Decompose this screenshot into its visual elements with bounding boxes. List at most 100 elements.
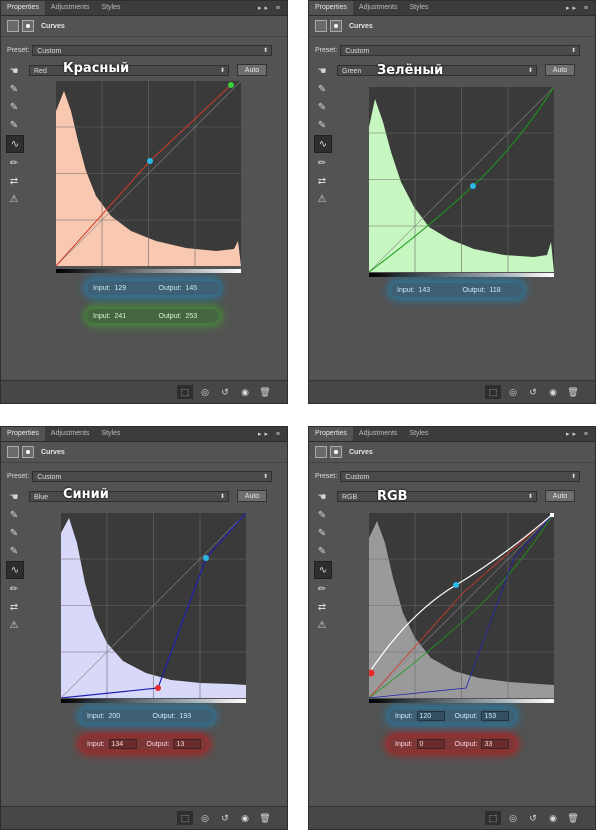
output-value[interactable]: 253 [185,312,198,320]
curve-point[interactable] [453,582,459,588]
tab-properties[interactable]: Properties [1,1,45,15]
gray-eyedropper-icon[interactable]: ✎ [317,101,327,113]
curve-point[interactable] [228,82,234,88]
reset-icon[interactable]: ↺ [529,387,537,397]
pencil-icon[interactable]: ✏ [9,157,19,169]
input-value[interactable]: 0 [416,739,445,749]
input-value[interactable]: 241 [114,312,127,320]
tab-adjustments[interactable]: Adjustments [358,430,398,437]
preset-select[interactable]: Custom ⬍ [340,44,581,56]
tab-properties[interactable]: Properties [1,427,45,441]
layer-mask-icon[interactable] [22,20,34,32]
white-eyedropper-icon[interactable]: ✎ [9,545,19,557]
curve-points-tool-icon[interactable]: ∿ [6,135,24,153]
smooth-icon[interactable]: ⇄ [317,175,327,187]
curve-point[interactable] [147,158,153,164]
channel-select[interactable]: Blue ⬍ [29,490,229,502]
auto-button[interactable]: Auto [237,64,267,76]
clipping-warning-icon[interactable]: ⚠ [317,193,327,205]
preset-select[interactable]: Custom ⬍ [32,470,273,482]
hand-target-icon[interactable]: ☚ [9,491,19,503]
preset-select[interactable]: Custom ⬍ [32,44,273,56]
output-value[interactable]: 33 [481,739,510,749]
tab-styles[interactable]: Styles [409,4,429,11]
curve-graph[interactable] [56,81,241,266]
tab-styles[interactable]: Styles [101,430,121,437]
black-eyedropper-icon[interactable]: ✎ [317,83,327,95]
output-value[interactable]: 118 [489,286,501,294]
auto-button[interactable]: Auto [545,64,575,76]
curve-point[interactable] [470,183,476,189]
visibility-icon[interactable]: ◉ [549,813,557,823]
tab-styles[interactable]: Styles [101,4,121,11]
view-previous-icon[interactable]: ◎ [201,387,209,397]
input-value[interactable]: 200 [108,712,121,720]
trash-icon[interactable]: 🗑 [259,387,271,397]
tab-adjustments[interactable]: Adjustments [358,4,398,11]
gray-eyedropper-icon[interactable]: ✎ [9,101,19,113]
panel-menu-icon[interactable]: ▸▸ ≡ [257,431,283,438]
tab-adjustments[interactable]: Adjustments [50,430,90,437]
trash-icon[interactable]: 🗑 [567,813,579,823]
hand-target-icon[interactable]: ☚ [317,65,327,77]
pencil-icon[interactable]: ✏ [317,157,327,169]
curve-points-tool-icon[interactable]: ∿ [6,561,24,579]
reset-icon[interactable]: ↺ [529,813,537,823]
pencil-icon[interactable]: ✏ [9,583,19,595]
tab-properties[interactable]: Properties [309,427,353,441]
smooth-icon[interactable]: ⇄ [9,175,19,187]
visibility-icon[interactable]: ◉ [549,387,557,397]
output-value[interactable]: 145 [185,284,198,292]
input-value[interactable]: 129 [114,284,127,292]
white-eyedropper-icon[interactable]: ✎ [317,545,327,557]
reset-icon[interactable]: ↺ [221,813,229,823]
white-eyedropper-icon[interactable]: ✎ [9,119,19,131]
auto-button[interactable]: Auto [237,490,267,502]
auto-button[interactable]: Auto [545,490,575,502]
input-value[interactable]: 120 [416,711,445,721]
clipping-warning-icon[interactable]: ⚠ [317,619,327,631]
curve-point[interactable] [155,685,161,691]
output-value[interactable]: 193 [179,712,192,720]
clipping-warning-icon[interactable]: ⚠ [9,193,19,205]
curve-graph[interactable] [61,513,246,698]
curve-points-tool-icon[interactable]: ∿ [314,135,332,153]
tab-styles[interactable]: Styles [409,430,429,437]
trash-icon[interactable]: 🗑 [259,813,271,823]
clip-to-layer-icon[interactable]: ⬚ [177,811,193,825]
gray-eyedropper-icon[interactable]: ✎ [317,527,327,539]
curve-point[interactable] [550,513,554,517]
curve-point[interactable] [203,555,209,561]
preset-select[interactable]: Custom ⬍ [340,470,581,482]
hand-target-icon[interactable]: ☚ [9,65,19,77]
gray-eyedropper-icon[interactable]: ✎ [9,527,19,539]
curve-point[interactable] [369,669,375,677]
clipping-warning-icon[interactable]: ⚠ [9,619,19,631]
channel-select[interactable]: Red ⬍ [29,64,229,76]
channel-select[interactable]: Green ⬍ [337,64,537,76]
view-previous-icon[interactable]: ◎ [509,387,517,397]
panel-menu-icon[interactable]: ▸▸ ≡ [565,5,591,12]
white-eyedropper-icon[interactable]: ✎ [317,119,327,131]
curve-graph[interactable] [369,513,554,698]
curve-graph[interactable] [369,87,554,272]
input-value[interactable]: 143 [418,286,431,294]
reset-icon[interactable]: ↺ [221,387,229,397]
black-eyedropper-icon[interactable]: ✎ [9,509,19,521]
channel-select[interactable]: RGB ⬍ [337,490,537,502]
tab-properties[interactable]: Properties [309,1,353,15]
visibility-icon[interactable]: ◉ [241,387,249,397]
layer-mask-icon[interactable] [22,446,34,458]
layer-mask-icon[interactable] [330,20,342,32]
smooth-icon[interactable]: ⇄ [9,601,19,613]
smooth-icon[interactable]: ⇄ [317,601,327,613]
pencil-icon[interactable]: ✏ [317,583,327,595]
output-value[interactable]: 153 [481,711,510,721]
visibility-icon[interactable]: ◉ [241,813,249,823]
clip-to-layer-icon[interactable]: ⬚ [177,385,193,399]
layer-mask-icon[interactable] [330,446,342,458]
view-previous-icon[interactable]: ◎ [509,813,517,823]
clip-to-layer-icon[interactable]: ⬚ [485,811,501,825]
curve-points-tool-icon[interactable]: ∿ [314,561,332,579]
panel-menu-icon[interactable]: ▸▸ ≡ [565,431,591,438]
